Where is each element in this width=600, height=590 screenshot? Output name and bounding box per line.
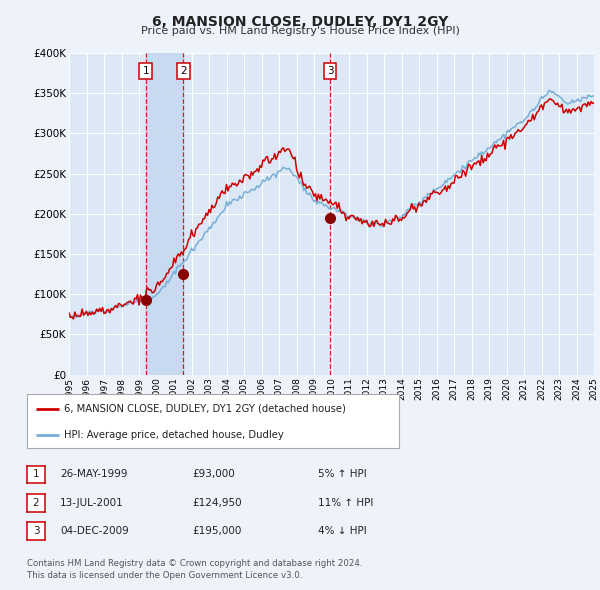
- Text: 3: 3: [32, 526, 40, 536]
- Text: 1: 1: [142, 66, 149, 76]
- Text: 5% ↑ HPI: 5% ↑ HPI: [318, 470, 367, 479]
- Text: 1: 1: [32, 470, 40, 479]
- Text: Price paid vs. HM Land Registry's House Price Index (HPI): Price paid vs. HM Land Registry's House …: [140, 26, 460, 36]
- Text: 6, MANSION CLOSE, DUDLEY, DY1 2GY: 6, MANSION CLOSE, DUDLEY, DY1 2GY: [152, 15, 448, 30]
- Text: 26-MAY-1999: 26-MAY-1999: [60, 470, 128, 479]
- Text: £124,950: £124,950: [192, 498, 242, 507]
- Text: Contains HM Land Registry data © Crown copyright and database right 2024.
This d: Contains HM Land Registry data © Crown c…: [27, 559, 362, 580]
- Text: 3: 3: [327, 66, 334, 76]
- Text: 2: 2: [180, 66, 187, 76]
- Text: 6, MANSION CLOSE, DUDLEY, DY1 2GY (detached house): 6, MANSION CLOSE, DUDLEY, DY1 2GY (detac…: [64, 404, 346, 414]
- Text: HPI: Average price, detached house, Dudley: HPI: Average price, detached house, Dudl…: [64, 430, 284, 440]
- Text: £93,000: £93,000: [192, 470, 235, 479]
- Text: 4% ↓ HPI: 4% ↓ HPI: [318, 526, 367, 536]
- Text: 13-JUL-2001: 13-JUL-2001: [60, 498, 124, 507]
- Text: £195,000: £195,000: [192, 526, 241, 536]
- Text: 11% ↑ HPI: 11% ↑ HPI: [318, 498, 373, 507]
- Text: 2: 2: [32, 498, 40, 507]
- Text: 04-DEC-2009: 04-DEC-2009: [60, 526, 129, 536]
- Bar: [146, 53, 183, 375]
